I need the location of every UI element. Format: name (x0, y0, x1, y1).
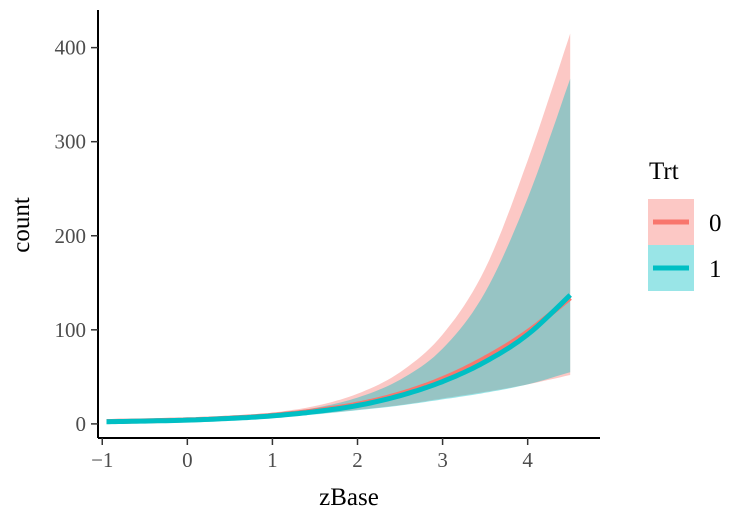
x-tick-label: 0 (182, 448, 193, 472)
ribbons-layer (106, 33, 571, 423)
y-tick-label: 400 (55, 36, 87, 60)
y-tick-label: 300 (55, 130, 87, 154)
x-tick-label: −1 (91, 448, 113, 472)
x-tick-label: 1 (267, 448, 278, 472)
y-tick-label: 200 (55, 224, 87, 248)
legend-title: Trt (649, 158, 679, 185)
legend-item-trt-0: 0 (648, 199, 722, 245)
fit-lines-layer (106, 293, 572, 425)
legend-label: 0 (709, 210, 722, 237)
ribbon-trt-1 (106, 78, 571, 423)
y-tick-label: 100 (55, 318, 87, 342)
x-tick-label: 4 (522, 448, 533, 472)
x-tick-label: 2 (352, 448, 363, 472)
y-axis-title: count (8, 197, 35, 253)
x-axis-title: zBase (319, 484, 379, 509)
fit-line-trt-1 (106, 293, 572, 425)
legend-item-trt-1: 1 (648, 245, 722, 291)
axes-layer (97, 10, 600, 439)
legend-label: 1 (709, 256, 722, 283)
ribbon-trt-0 (106, 33, 571, 423)
legend: Trt 0 1 (648, 158, 722, 291)
x-tick-label: 3 (437, 448, 448, 472)
y-tick-label: 0 (76, 412, 87, 436)
